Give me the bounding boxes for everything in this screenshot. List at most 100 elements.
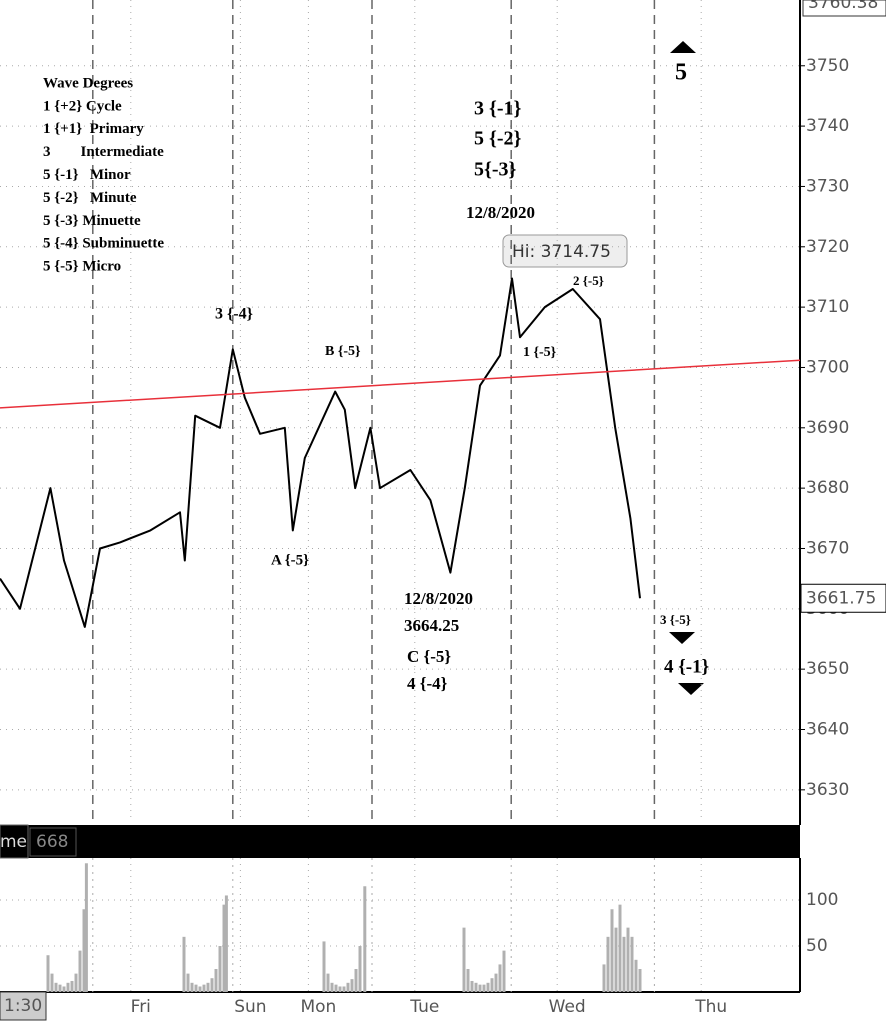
top-price-box: [802, 0, 886, 17]
volume-bar: [66, 982, 70, 992]
volume-bar: [614, 927, 618, 992]
annotation: 12/8/2020: [404, 589, 473, 608]
y-tick-label: 3640: [806, 719, 849, 739]
volume-bar: [222, 904, 226, 992]
high-label: Hi: 3714.75: [512, 242, 611, 262]
volume-bar: [322, 941, 326, 992]
volume-bar: [474, 982, 478, 992]
volume-bar: [210, 978, 214, 992]
volume-bar: [194, 984, 198, 992]
volume-bar: [638, 969, 642, 992]
volume-bar: [84, 863, 88, 992]
volume-bar: [182, 936, 186, 992]
annotation: 5 {-2}: [474, 128, 522, 150]
top-price-label: 3760.38: [808, 0, 878, 13]
legend-line: 5 {-5} Micro: [43, 259, 121, 275]
legend-line: 5 {-2} Minute: [43, 190, 137, 206]
annotation: 2 {-5}: [573, 273, 604, 288]
annotation: 1 {-5}: [523, 345, 557, 360]
volume-bar: [466, 969, 470, 992]
y-tick-label: 3710: [806, 297, 849, 317]
annotation: C {-5}: [407, 647, 451, 666]
x-tick-label: Fri: [131, 997, 151, 1017]
volume-bar: [494, 973, 498, 992]
volume-bar: [198, 986, 202, 992]
volume-bar: [482, 984, 486, 992]
annotation: 4 {-4}: [407, 674, 448, 693]
volume-bar: [78, 950, 82, 992]
y-tick-label: 3630: [806, 780, 849, 800]
annotation: 5: [675, 60, 687, 86]
y-tick-label: 3670: [806, 538, 849, 558]
volume-bar: [630, 936, 634, 992]
volume-bar: [478, 984, 482, 992]
volume-bar: [330, 982, 334, 992]
volume-bar: [190, 982, 194, 992]
volume-bar: [338, 986, 342, 992]
legend-line: Wave Degrees: [43, 75, 133, 91]
x-tick-label: Tue: [409, 997, 439, 1017]
y-tick-label: 3720: [806, 237, 849, 257]
volume-bar: [206, 982, 210, 992]
volume-bar: [498, 964, 502, 992]
trend-line: [0, 359, 801, 409]
volume-bar: [462, 927, 466, 992]
volume-bar: [50, 973, 54, 992]
annotation: A {-5}: [271, 552, 309, 568]
legend-line: 1 {+1} Primary: [43, 121, 144, 137]
y-tick-label: 3690: [806, 418, 849, 438]
y-tick-label: 3700: [806, 357, 849, 377]
last-price-label: 3661.75: [806, 588, 876, 608]
arrow-down: [669, 632, 695, 644]
volume-bar: [486, 982, 490, 992]
legend-line: 1 {+2} Cycle: [43, 98, 122, 114]
x-tick-label: Wed: [549, 997, 586, 1017]
annotation: 3664.25: [404, 616, 459, 635]
volume-bar: [224, 895, 228, 992]
annotation: 3 {-4}: [215, 306, 253, 323]
legend-line: 5 {-4} Subminuette: [43, 236, 164, 252]
volume-bar: [346, 982, 350, 992]
y-tick-label: 50: [806, 936, 828, 956]
arrow-up: [670, 41, 696, 53]
volume-bar: [46, 955, 50, 992]
last-price-box: [800, 583, 886, 613]
volume-bar: [218, 946, 222, 992]
y-tick-label: 3740: [806, 116, 849, 136]
annotation: 5{-3}: [474, 159, 517, 181]
annotation: B {-5}: [325, 344, 361, 359]
volume-bar: [334, 984, 338, 992]
x-tick-label: 1:30: [4, 996, 42, 1016]
y-tick-label: 3650: [806, 659, 849, 679]
volume-bar: [74, 973, 78, 992]
volume-bar: [502, 950, 506, 992]
volume-bar: [186, 973, 190, 992]
volume-bar: [363, 886, 367, 992]
volume-bar: [354, 969, 358, 992]
volume-bar: [214, 969, 218, 992]
legend-line: 5 {-1} Minor: [43, 167, 131, 183]
annotation: 12/8/2020: [466, 203, 535, 222]
volume-bar: [202, 984, 206, 992]
x-tick-label: Thu: [694, 997, 727, 1017]
volume-value: 668: [36, 832, 68, 852]
volume-bar: [634, 959, 638, 992]
volume-bar: [626, 927, 630, 992]
volume-bar: [606, 936, 610, 992]
annotation: 3 {-1}: [474, 98, 522, 120]
volume-bar: [326, 973, 330, 992]
annotation: 3 {-5}: [660, 612, 691, 627]
volume-bar: [58, 984, 62, 992]
volume-bar: [470, 980, 474, 992]
y-tick-label: 3730: [806, 176, 849, 196]
y-tick-label: 100: [806, 890, 838, 910]
volume-bar: [618, 904, 622, 992]
volume-label-box: [0, 824, 29, 859]
volume-bar: [350, 979, 354, 992]
annotation: 4 {-1}: [664, 656, 709, 677]
volume-bar: [358, 946, 362, 992]
volume-bar: [82, 909, 86, 992]
volume-bar: [70, 980, 74, 992]
volume-bar: [54, 982, 58, 992]
